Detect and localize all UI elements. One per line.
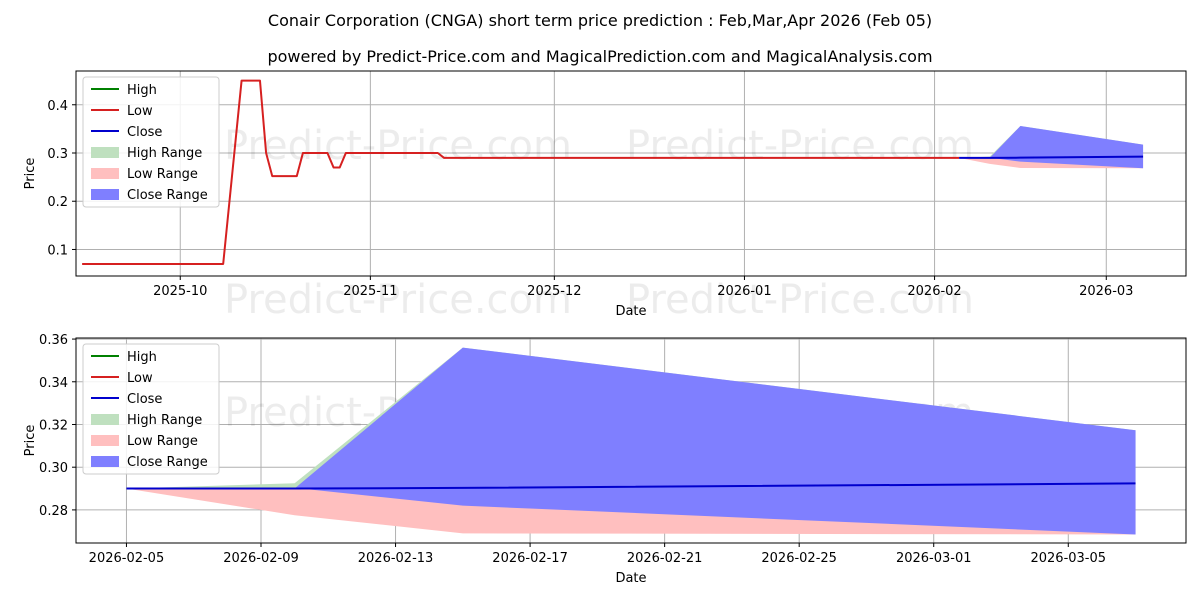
legend-label: Close Range [127,188,208,203]
close-forecast-line [126,482,1136,490]
x-tick-label: 2026-03-05 [1030,551,1106,566]
x-tick-label: 2025-11 [343,284,397,299]
y-tick-label: 0.32 [39,418,68,433]
x-tick-label: 2026-02-05 [89,551,165,566]
y-tick-label: 0.4 [47,99,68,114]
legend-label: Low [127,371,153,386]
legend-label: High Range [127,413,202,428]
watermark-text: Predict-Price.com [626,277,974,323]
legend-label: High [127,350,157,365]
y-tick-label: 0.36 [39,333,68,348]
watermark-text: Predict-Price.com [224,277,572,323]
y-tick-label: 0.3 [47,147,68,162]
legend-label: High Range [127,146,202,161]
legend-label: Low [127,104,153,119]
legend: High Low Close High Range Low Range Close Ran… [82,76,220,208]
legend-label: Close [127,125,162,140]
x-axis-label: Date [615,304,646,319]
y-axis-label: Price [23,158,38,190]
legend-swatch-patch [91,414,119,425]
y-tick-label: 0.30 [39,461,68,476]
chart-subtitle: powered by Predict-Price.com and Magical… [267,47,932,66]
legend-swatch-patch [91,168,119,179]
y-tick-label: 0.34 [39,376,68,391]
x-tick-label: 2025-10 [153,284,207,299]
watermark-text: Predict-Price.com [626,123,974,169]
y-axis-label: Price [23,425,38,457]
y-tick-label: 0.28 [39,504,68,519]
x-tick-label: 2026-02 [907,284,961,299]
x-tick-label: 2026-02-09 [223,551,299,566]
axes-frame [75,70,1187,277]
legend-label: Close Range [127,455,208,470]
axes-frame [75,337,1187,544]
legend-label: Low Range [127,434,198,449]
x-tick-label: 2026-02-25 [761,551,837,566]
watermark-text: Predict-Price.com [224,123,572,169]
chart-title: Conair Corporation (CNGA) short term pri… [268,11,932,30]
y-tick-label: 0.1 [47,243,68,258]
plot-marks [126,347,1136,535]
x-tick-label: 2026-03-01 [896,551,972,566]
x-tick-label: 2026-02-17 [492,551,568,566]
plot-marks [82,79,1144,265]
x-tick-label: 2026-01 [717,284,771,299]
legend-label: Low Range [127,167,198,182]
close-forecast-line [959,155,1144,159]
low-history-line [82,79,960,265]
x-axis-label: Date [615,571,646,586]
legend-swatch-patch [91,435,119,446]
x-tick-label: 2026-02-13 [358,551,434,566]
legend: High Low Close High Range Low Range Close Ran… [82,343,220,475]
legend-swatch-patch [91,147,119,158]
x-tick-label: 2026-02-21 [627,551,703,566]
panel-top: Predict-Price.com Predict-Price.com Predic… [23,70,1187,323]
legend-swatch-patch [91,456,119,467]
panel-bottom: Predict-Price.comPredict-Price.com2026-0… [23,333,1187,586]
legend-swatch-patch [91,189,119,200]
x-tick-label: 2026-03 [1079,284,1133,299]
legend-label: Close [127,392,162,407]
plot-area [76,71,1186,276]
legend-label: High [127,83,157,98]
y-tick-label: 0.2 [47,195,68,210]
x-tick-label: 2025-12 [527,284,581,299]
